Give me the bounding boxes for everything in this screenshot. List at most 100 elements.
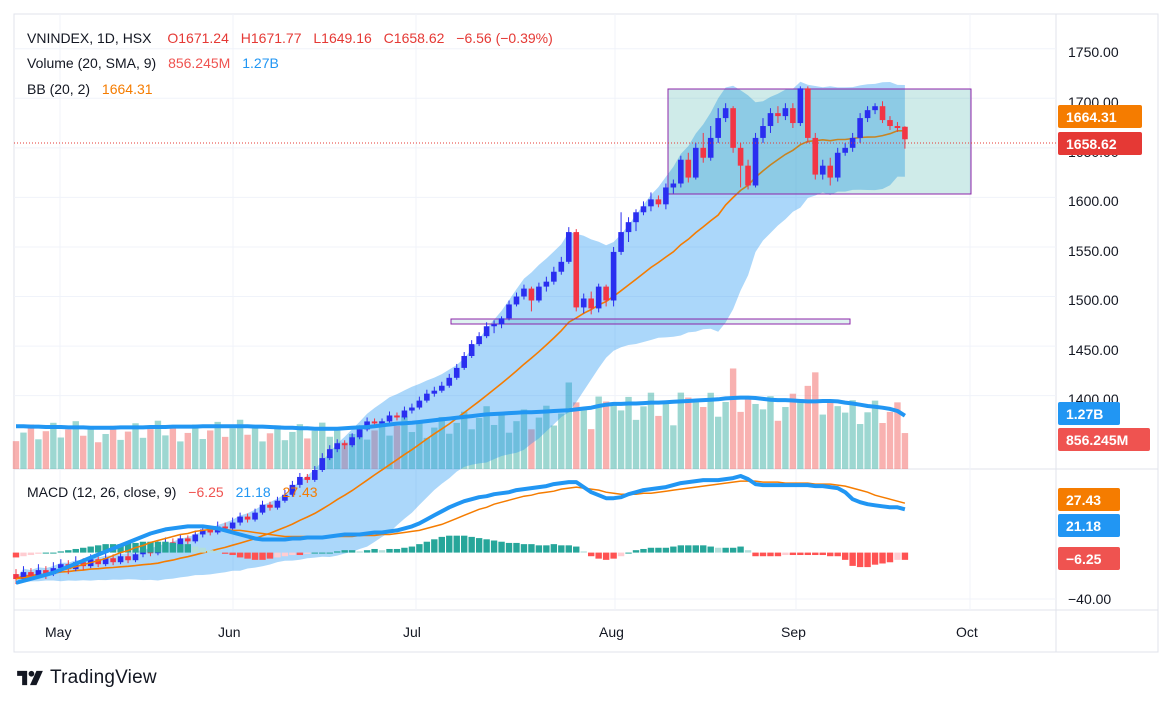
volume-bar (378, 420, 386, 469)
volume-bar (177, 441, 184, 469)
volume-bar (602, 401, 610, 469)
macd-histogram-bar (468, 536, 475, 553)
macd-histogram-bar (177, 544, 184, 553)
volume-bar (199, 439, 206, 469)
candle-body (879, 106, 886, 121)
candle-body (506, 304, 512, 319)
candle-body (715, 118, 721, 138)
candle-body (790, 108, 796, 124)
volume-bar (729, 368, 737, 469)
volume-bar (744, 397, 752, 469)
candle-body (872, 106, 878, 111)
candle-body (43, 570, 49, 575)
candle-body (603, 286, 609, 301)
tradingview-branding[interactable]: TradingView (16, 666, 157, 690)
volume-bar (550, 425, 558, 469)
macd-line (15, 474, 906, 585)
volume-bar (393, 425, 401, 469)
candle-body (737, 147, 744, 166)
volume-bar (625, 396, 632, 469)
macd-histogram-bar (662, 547, 670, 553)
legend-ohlc-row: VNINDEX, 1D, HSX O1671.24 H1671.77 L1649… (27, 30, 553, 46)
macd-histogram-bar (595, 552, 602, 559)
volume-bar (483, 406, 490, 469)
volume-bar (169, 426, 177, 469)
volume-bar (610, 404, 617, 469)
candle-body (229, 522, 236, 529)
macd-histogram-bar (475, 538, 483, 553)
macd-histogram-bar (714, 547, 722, 553)
candle-body (857, 118, 863, 138)
macd-histogram-bar (102, 544, 109, 553)
legend-symbol: VNINDEX, 1D, HSX (27, 30, 152, 46)
volume-bar (461, 411, 468, 469)
candle-body (244, 516, 251, 520)
time-axis: May Jun Jul Aug Sep Oct (45, 624, 978, 640)
candle-body (431, 390, 438, 394)
volume-bar (714, 416, 722, 469)
volume-bar (363, 439, 371, 469)
macd-histogram-bar (640, 548, 647, 553)
macd-histogram-bar (184, 544, 192, 553)
macd-histogram-bar (879, 552, 886, 564)
bb-tag-text: 1664.31 (1066, 109, 1117, 125)
macd-histogram-bar (483, 539, 490, 553)
macd-histogram-bar (543, 545, 550, 553)
macd-histogram-bar (35, 552, 42, 554)
macd-histogram-bar (789, 552, 797, 556)
macd-histogram-bar (700, 545, 707, 553)
macd-histogram-bar (841, 552, 849, 560)
volume-bar (251, 426, 259, 469)
volume-bar (438, 416, 445, 469)
legend-high: H1671.77 (241, 30, 302, 46)
volume-tag: 856.245M (1058, 428, 1150, 451)
macd-histogram-bar (304, 552, 311, 554)
candle-body (222, 526, 228, 529)
candle-body (678, 159, 684, 184)
macd-histogram-bar (752, 552, 759, 557)
macd-histogram-bar (274, 552, 281, 558)
candle-body (58, 564, 64, 569)
legend-macd-signal: 27.43 (283, 484, 318, 500)
volume-bar (296, 424, 304, 469)
volume-bar (834, 406, 841, 469)
signal-tag-text: 27.43 (1066, 492, 1101, 508)
candle-body (117, 556, 124, 563)
macd-histogram-bar (886, 552, 894, 563)
volume-bars (12, 368, 909, 469)
volume-bar (871, 400, 879, 469)
legend-low: L1649.16 (313, 30, 372, 46)
candle-body (812, 137, 819, 175)
candle-body (521, 288, 527, 297)
volume-bar (102, 434, 109, 469)
volume-bar (72, 421, 79, 469)
volume-bar (797, 399, 804, 469)
macd-histogram-bar (386, 548, 393, 553)
macd-histogram-bar (670, 546, 677, 553)
volume-bar (670, 425, 677, 469)
volume-bar (513, 421, 520, 469)
candle-body (297, 476, 303, 485)
legend-bb-label: BB (20, 2) (27, 81, 90, 97)
volume-bar (289, 431, 296, 469)
candle-body (28, 572, 34, 577)
candle-body (468, 344, 475, 356)
candle-body (700, 147, 707, 158)
month-label: Sep (781, 624, 806, 640)
macd-histogram-bar (207, 550, 214, 553)
legend-macd-line: 21.18 (236, 484, 271, 500)
volume-bar (132, 423, 139, 469)
candle-body (424, 393, 430, 401)
volume-bar (124, 431, 132, 469)
macd-histogram-bar (535, 545, 543, 553)
candle-body (610, 251, 617, 301)
volume-bar (505, 432, 513, 469)
candle-body (349, 437, 355, 446)
volume-bar (221, 436, 229, 469)
macd-histogram-bar (461, 535, 468, 553)
candle-body (827, 165, 834, 178)
bb-price-tag: 1664.31 (1058, 105, 1142, 128)
support-zone[interactable] (450, 318, 851, 325)
volume-bar (207, 430, 214, 469)
